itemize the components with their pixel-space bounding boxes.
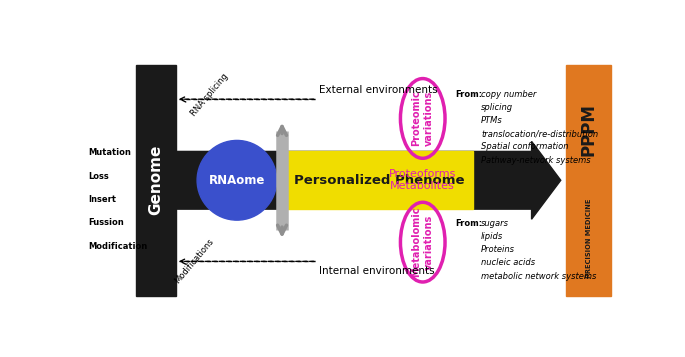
Text: From:: From: xyxy=(456,90,483,99)
Text: Modifications: Modifications xyxy=(173,237,216,285)
Text: metabolic network systems: metabolic network systems xyxy=(481,272,597,281)
Text: Proteins: Proteins xyxy=(481,245,515,254)
Text: From:: From: xyxy=(456,219,483,228)
Text: Modification: Modification xyxy=(88,242,147,251)
Bar xyxy=(136,65,176,296)
Text: Genome: Genome xyxy=(149,145,164,216)
Text: sugars: sugars xyxy=(481,219,509,228)
Text: copy number: copy number xyxy=(481,90,536,99)
Text: Metabolites: Metabolites xyxy=(390,181,455,191)
Text: Spatial conformation: Spatial conformation xyxy=(481,142,569,151)
Text: Loss: Loss xyxy=(88,172,109,181)
Text: RNAome: RNAome xyxy=(209,174,265,187)
Text: translocation/re-distribution: translocation/re-distribution xyxy=(481,129,598,138)
FancyArrow shape xyxy=(176,141,561,219)
Text: Mutation: Mutation xyxy=(88,148,131,157)
Text: Proteomic
variations: Proteomic variations xyxy=(411,91,434,146)
Text: Personalized Phenome: Personalized Phenome xyxy=(294,174,464,187)
Text: RNA splicing: RNA splicing xyxy=(189,72,230,119)
Text: Internal environments: Internal environments xyxy=(319,266,435,276)
Text: Insert: Insert xyxy=(88,195,116,204)
Text: Fussion: Fussion xyxy=(88,218,124,227)
Bar xyxy=(566,65,611,296)
Text: External environments: External environments xyxy=(319,85,438,95)
Ellipse shape xyxy=(197,140,277,220)
Text: Proteoforms: Proteoforms xyxy=(389,169,456,179)
Text: Pathway-network systems: Pathway-network systems xyxy=(481,156,590,165)
Text: nucleic acids: nucleic acids xyxy=(481,258,535,267)
Text: splicing: splicing xyxy=(481,103,513,112)
Text: lipids: lipids xyxy=(481,232,503,241)
Bar xyxy=(285,151,473,209)
Text: Metabolomic
variations: Metabolomic variations xyxy=(411,207,434,277)
Text: PPPM: PPPM xyxy=(580,103,597,156)
Text: PRECISION MEDICINE: PRECISION MEDICINE xyxy=(586,198,592,278)
Text: PTMs: PTMs xyxy=(481,116,503,125)
